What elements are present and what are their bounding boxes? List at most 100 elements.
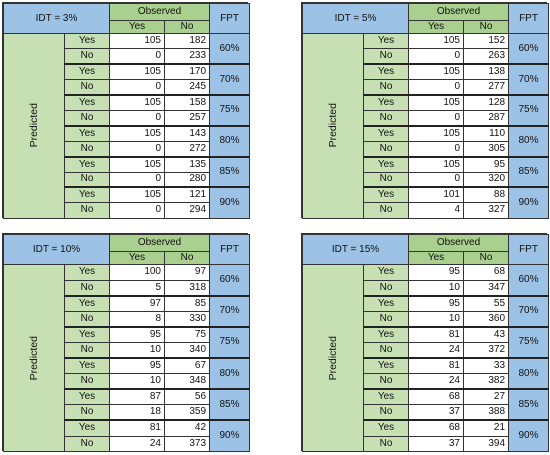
count-observed-yes: 105 (408, 32, 464, 50)
table-title: IDT = 15% (302, 234, 409, 265)
count-observed-yes: 105 (109, 186, 165, 204)
fpt-value: 60% (209, 33, 251, 65)
count-observed-yes: 37 (408, 404, 464, 421)
count-observed-yes: 10 (109, 341, 165, 359)
row-label: No (363, 109, 409, 127)
row-label: Yes (64, 388, 110, 406)
table-row: Yes 105 143 80% (4, 124, 251, 158)
count-observed-yes: 37 (408, 435, 464, 453)
count-observed-no: 359 (163, 404, 211, 421)
count-observed-yes: 105 (109, 124, 165, 142)
row-label: Yes (64, 357, 110, 375)
count-observed-yes: 5 (109, 279, 165, 297)
count-observed-yes: 81 (109, 419, 165, 437)
count-observed-yes: 24 (109, 435, 165, 453)
panel-idt-10: IDT = 10% Observed FPT Yes No Predicted Y… (2, 233, 251, 453)
predicted-axis-label: Predicted (3, 263, 65, 453)
table-row: Predicted Yes 105 152 60% (302, 32, 550, 219)
count-observed-no: 305 (462, 140, 510, 158)
count-observed-no: 330 (163, 310, 211, 328)
count-observed-no: 75 (163, 325, 211, 343)
fpt-value: 70% (508, 63, 550, 96)
count-observed-yes: 101 (408, 186, 464, 204)
table-row: No 10 360 (303, 310, 549, 328)
row-label: No (64, 79, 110, 96)
count-observed-yes: 95 (408, 294, 464, 312)
count-observed-yes: 0 (109, 79, 165, 96)
panel-idt-3: IDT = 3% Observed FPT Yes No Predicted Ye… (2, 2, 251, 219)
fpt-value: 90% (508, 186, 550, 219)
row-label: Yes (363, 155, 409, 173)
count-observed-yes: 95 (109, 325, 165, 343)
row-label: Yes (64, 94, 110, 111)
row-label: No (64, 279, 110, 297)
table-row: Predicted Yes 100 97 60% (3, 263, 251, 453)
count-observed-no: 27 (462, 388, 510, 406)
observed-header: Observed (108, 234, 211, 252)
count-observed-yes: 24 (408, 373, 464, 390)
count-observed-no: 348 (163, 373, 211, 390)
row-label: No (363, 341, 409, 359)
row-label: Yes (363, 388, 409, 406)
count-observed-yes: 0 (109, 48, 165, 65)
count-observed-yes: 105 (109, 155, 165, 173)
row-label: No (363, 171, 409, 188)
count-observed-yes: 95 (408, 264, 464, 281)
count-observed-no: 68 (462, 264, 510, 281)
table-row: No 37 394 (303, 435, 549, 453)
table-row: No 10 347 (303, 279, 549, 297)
count-observed-no: 245 (163, 79, 211, 96)
table-row: Yes 105 135 85% (4, 155, 251, 188)
fpt-value: 60% (508, 263, 550, 297)
observed-yes-header: Yes (109, 251, 165, 265)
row-label: Yes (363, 124, 409, 142)
fpt-value: 70% (209, 294, 251, 328)
count-observed-yes: 8 (109, 310, 165, 328)
row-label: No (64, 435, 110, 453)
fpt-value: 80% (508, 357, 550, 390)
count-observed-no: 233 (163, 48, 211, 65)
fpt-value: 80% (209, 357, 251, 390)
predicted-label-text: Predicted (326, 335, 339, 380)
fpt-header: FPT (209, 234, 251, 265)
row-label: Yes (363, 294, 409, 312)
observed-yes-header: Yes (109, 20, 165, 34)
count-observed-no: 382 (462, 373, 510, 390)
count-observed-no: 280 (163, 171, 211, 188)
count-observed-yes: 0 (408, 140, 464, 158)
count-observed-no: 143 (163, 124, 211, 142)
predicted-label-text: Predicted (27, 103, 40, 148)
count-observed-yes: 0 (408, 48, 464, 65)
fpt-value: 60% (508, 33, 550, 65)
count-observed-no: 42 (163, 419, 211, 437)
fpt-value: 60% (209, 263, 251, 297)
observed-no-header: No (462, 251, 510, 265)
row-label: No (363, 279, 409, 297)
count-observed-no: 320 (462, 171, 510, 188)
count-observed-yes: 10 (408, 279, 464, 297)
table-row: No 0 320 (303, 171, 549, 188)
count-observed-yes: 87 (109, 388, 165, 406)
fpt-value: 70% (209, 63, 251, 96)
table-row: No 10 340 (4, 341, 250, 359)
count-observed-yes: 105 (408, 155, 464, 173)
fpt-value: 80% (209, 124, 251, 158)
count-observed-no: 43 (462, 325, 510, 343)
count-observed-yes: 97 (109, 294, 165, 312)
count-observed-no: 110 (462, 124, 510, 142)
table-title: IDT = 10% (3, 234, 110, 265)
observed-no-header: No (462, 20, 510, 34)
count-observed-no: 138 (462, 63, 510, 81)
row-label: Yes (64, 186, 110, 204)
table-row: Yes 81 42 90% (4, 419, 251, 453)
row-label: Yes (64, 419, 110, 437)
count-observed-no: 388 (462, 404, 510, 421)
count-observed-no: 135 (163, 155, 211, 173)
table-row: Predicted Yes 105 182 60% (3, 32, 251, 219)
count-observed-no: 257 (163, 109, 211, 127)
confusion-table: IDT = 3% Observed FPT Yes No Predicted Ye… (3, 3, 251, 219)
count-observed-no: 55 (462, 294, 510, 312)
table-row: Yes 81 43 75% (303, 325, 550, 359)
count-observed-yes: 0 (109, 140, 165, 158)
table-row: No 24 372 (303, 341, 549, 359)
